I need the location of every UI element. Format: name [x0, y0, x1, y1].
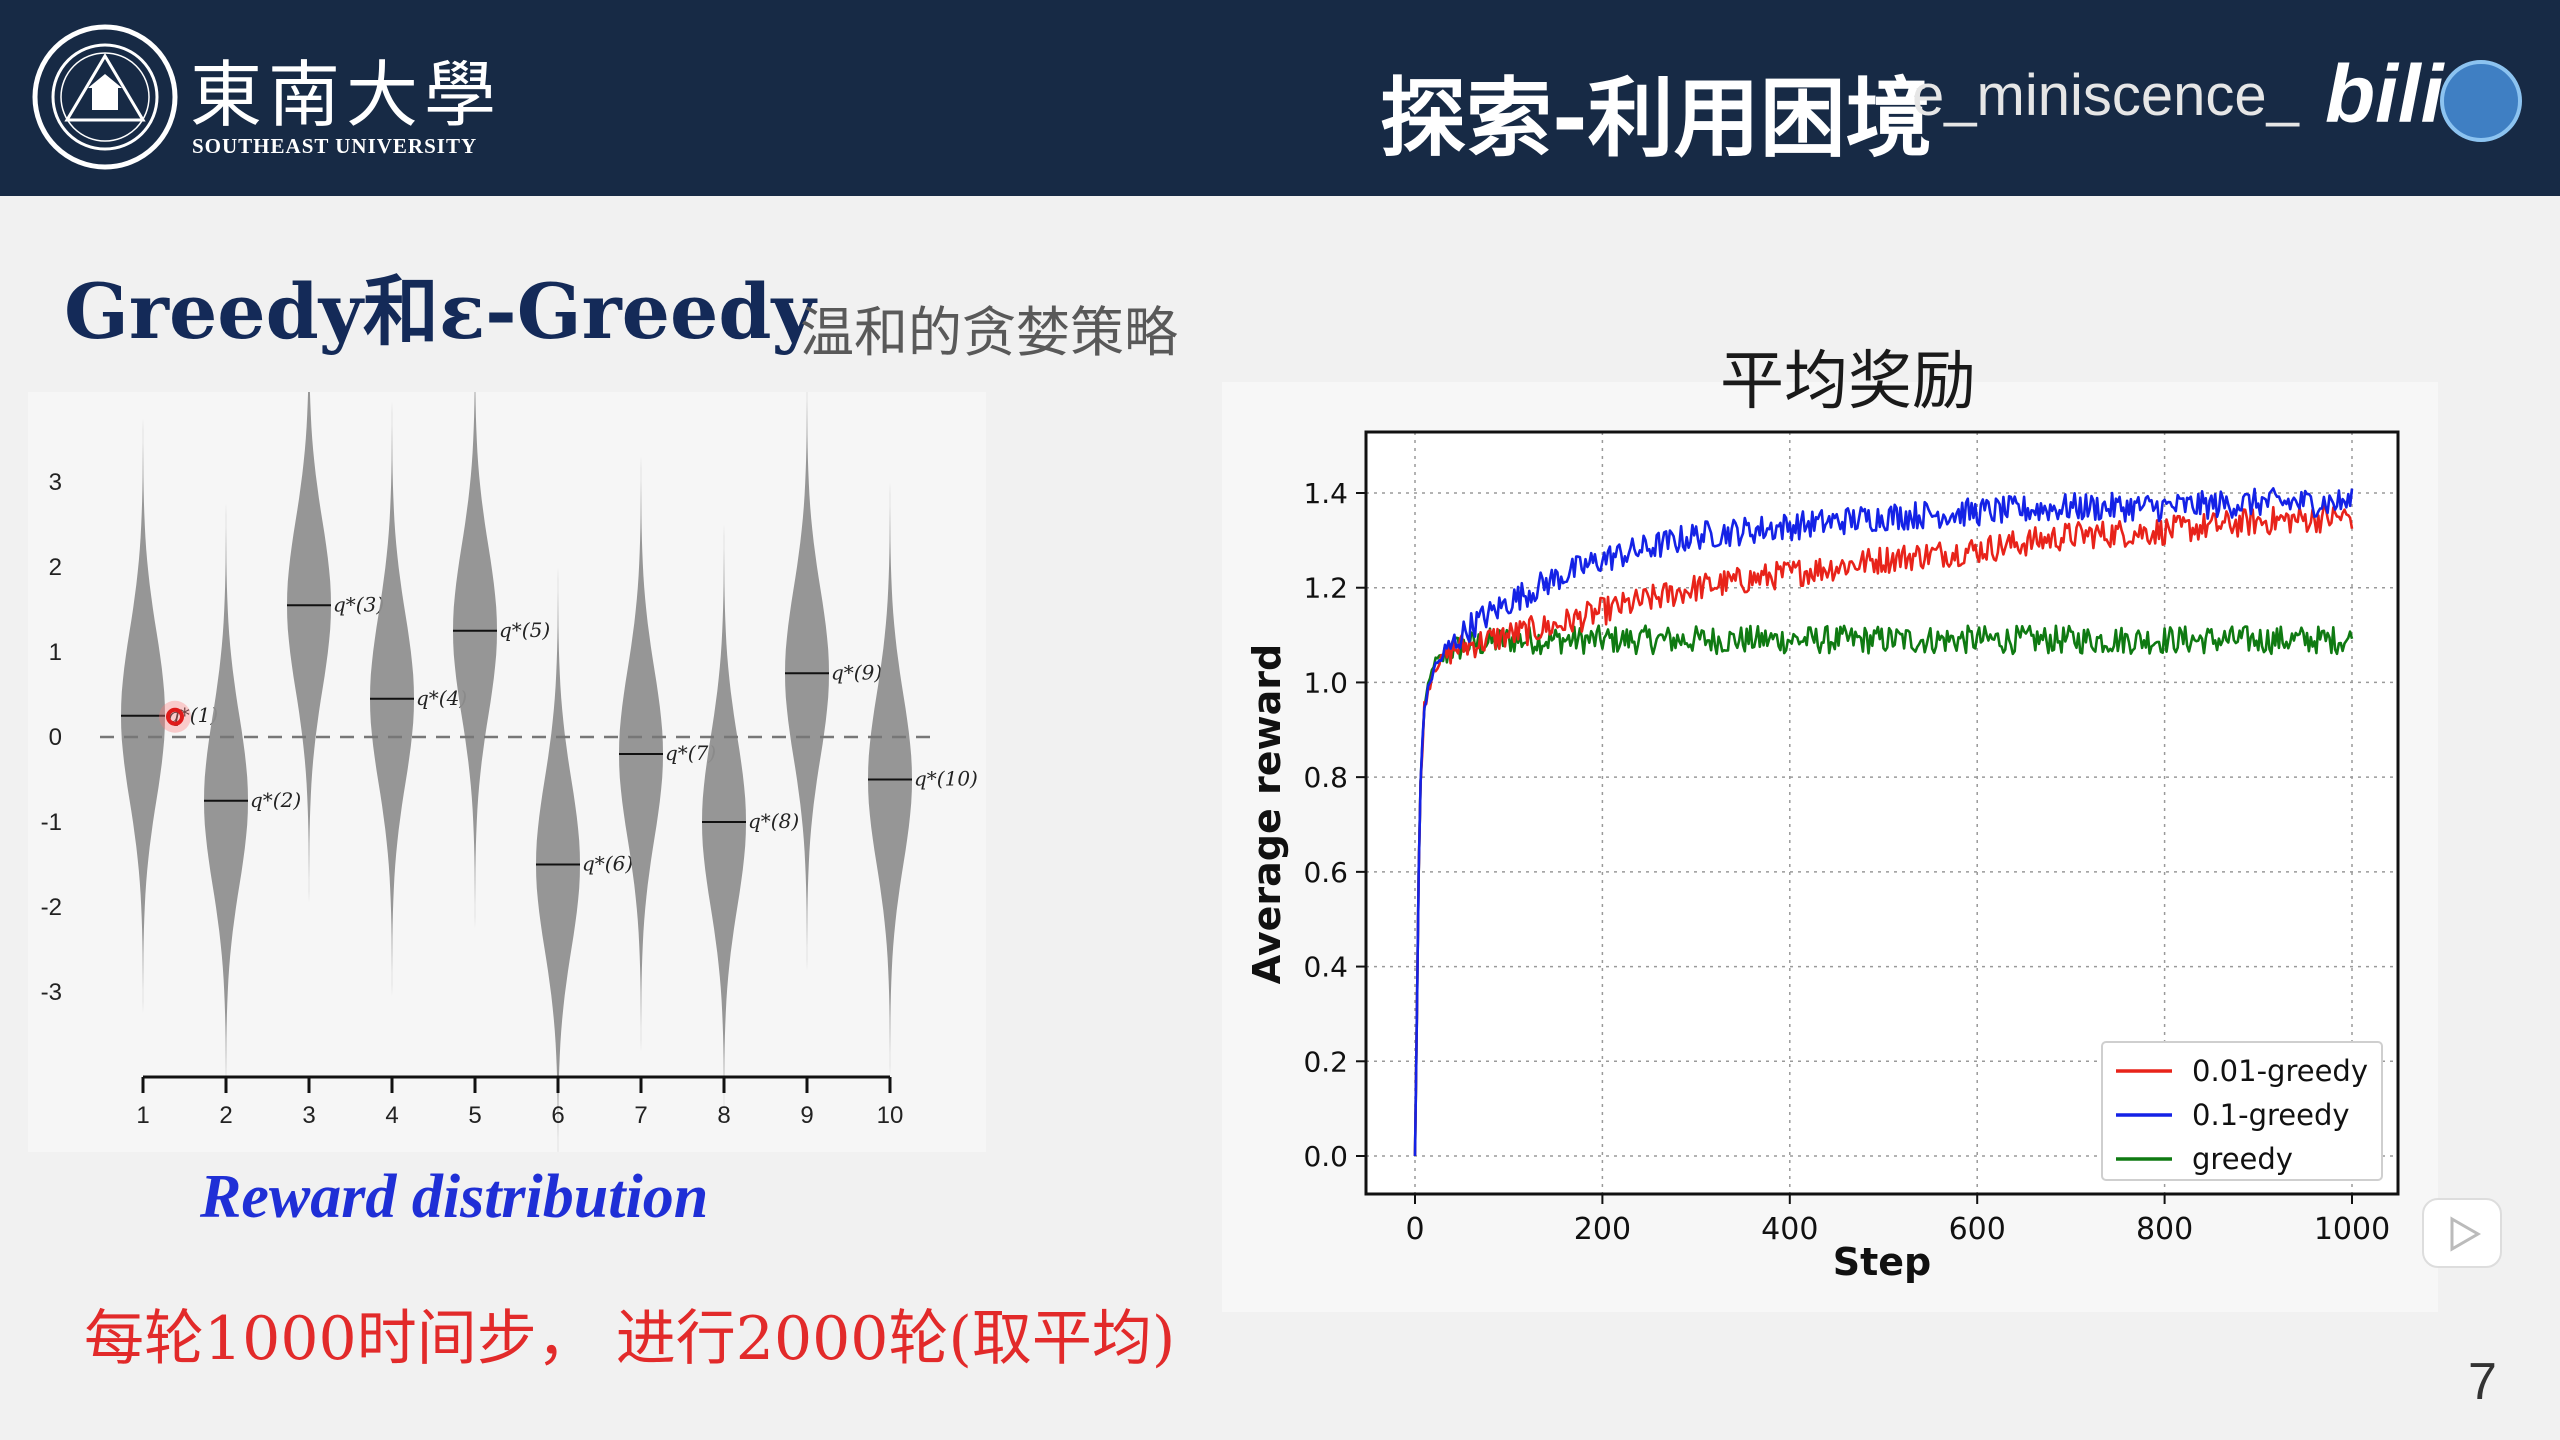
chart-title: 平均奖励: [1720, 345, 1976, 419]
legend-label-0.01-greedy: 0.01-greedy: [2192, 1054, 2368, 1088]
play-button[interactable]: [2422, 1198, 2502, 1268]
y-tick-label: 0: [49, 724, 62, 751]
x-axis-label: Step: [1833, 1240, 1932, 1284]
violin-4: [370, 392, 414, 1056]
plot-frame: [1364, 430, 2400, 1196]
y-tick-label: 0.0: [1303, 1140, 1348, 1173]
x-tick-label: 8: [717, 1102, 730, 1129]
mean-label-9: q*(9): [831, 660, 882, 684]
bottom-note: 每轮1000时间步， 进行2000轮(取平均): [84, 1304, 1176, 1374]
header-bar: [0, 0, 2560, 196]
mean-label-8: q*(8): [748, 809, 799, 833]
y-tick-label: -1: [41, 809, 62, 836]
x-tick-label: 10: [877, 1102, 904, 1129]
bilibili-logo: bili: [2325, 49, 2444, 140]
x-tick-label: 400: [1761, 1212, 1818, 1247]
x-tick-label: 4: [385, 1102, 398, 1129]
reward-caption: Reward distribution: [200, 1163, 709, 1231]
y-tick-label: 0.6: [1303, 856, 1348, 889]
violin-6: [536, 507, 580, 1152]
y-tick-label: -3: [41, 979, 62, 1006]
violin-2: [204, 443, 248, 1152]
legend-box: [2101, 1041, 2383, 1181]
mean-label-10: q*(10): [914, 767, 978, 791]
play-icon: [2450, 1216, 2482, 1252]
y-tick-label: 1.2: [1303, 572, 1348, 605]
uploader-watermark: e_miniscence_: [1912, 63, 2299, 128]
violin-panel: [28, 392, 986, 1152]
highlight-marker: [166, 707, 184, 726]
x-tick-label: 800: [2136, 1212, 2193, 1247]
x-tick-label: 9: [800, 1102, 813, 1129]
x-tick-label: 2: [219, 1102, 232, 1129]
average-reward-chart: 0 200 400 600 800 1000 0.0 0.2 0.4 0.6 0.8 1.0 1.2 1.…: [1245, 430, 2400, 1284]
mean-label-2: q*(2): [250, 788, 301, 812]
x-tick-label: 1000: [2314, 1212, 2390, 1247]
page-number: 7: [2468, 1353, 2497, 1411]
mean-label-3: q*(3): [333, 592, 384, 616]
mean-label-6: q*(6): [582, 852, 633, 876]
x-tick-label: 0: [1405, 1212, 1424, 1247]
legend-label-0.1-greedy: 0.1-greedy: [2192, 1098, 2350, 1132]
x-tick-label: 600: [1949, 1212, 2006, 1247]
series-line-0.01-greedy: [1413, 505, 2354, 1157]
x-tick-label: 7: [634, 1102, 647, 1129]
university-name-en: SOUTHEAST UNIVERSITY: [192, 134, 478, 158]
y-tick-label: 1: [49, 639, 62, 666]
x-tick-label: 1: [136, 1102, 149, 1129]
y-tick-label: 3: [49, 469, 62, 496]
y-tick-label: -2: [41, 894, 62, 921]
university-seal-icon: [32, 24, 178, 170]
y-tick-label: 2: [49, 554, 62, 581]
section-subtitle: 温和的贪婪策略: [800, 301, 1178, 364]
y-tick-label: 0.2: [1303, 1045, 1348, 1078]
series-line-0.1-greedy: [1413, 487, 2354, 1157]
violin-3: [287, 392, 331, 963]
x-tick-label: 6: [551, 1102, 564, 1129]
avatar-icon[interactable]: [2440, 60, 2522, 142]
x-tick-label: 3: [302, 1102, 315, 1129]
section-title: Greedy和ε-Greedy: [64, 267, 816, 356]
highlight-glow: [159, 700, 191, 733]
violin-9: [785, 392, 829, 1031]
mean-label-5: q*(5): [499, 618, 550, 642]
x-tick-label: 5: [468, 1102, 481, 1129]
university-name: 東南大學: [190, 53, 503, 137]
violin-5: [453, 392, 497, 988]
legend-label-greedy: greedy: [2192, 1142, 2293, 1176]
x-tick-label: 200: [1574, 1212, 1631, 1247]
series-line-greedy: [1413, 624, 2354, 1157]
y-tick-label: 0.4: [1303, 951, 1348, 984]
violin-8: [702, 465, 746, 1152]
y-tick-label: 1.0: [1303, 666, 1348, 699]
y-axis-label: Average reward: [1245, 644, 1289, 984]
slide-title: 探索-利用困境: [1380, 69, 1932, 169]
y-tick-label: 1.4: [1303, 477, 1348, 510]
y-tick-label: 0.8: [1303, 761, 1348, 794]
reward-distribution-chart: 3210-1-2-3q*(1)q*(2)q*(3)q*(4)q*(5)q*(6)…: [41, 392, 978, 1152]
violin-1: [121, 392, 165, 1073]
